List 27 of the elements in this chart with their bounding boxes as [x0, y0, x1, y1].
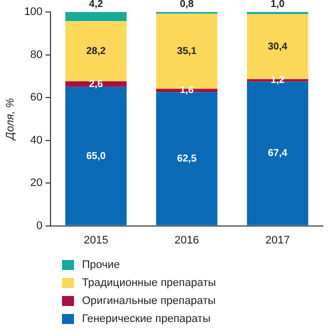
legend-label: Оригинальные препараты [82, 295, 216, 307]
bar [65, 86, 127, 226]
data-label: 67,4 [268, 148, 288, 160]
legend-label: Традиционные препараты [82, 277, 216, 289]
bar [65, 20, 127, 82]
legend-label: Генерические препараты [82, 313, 210, 325]
y-tick-label: 0 [36, 220, 43, 232]
y-tick-label: 20 [30, 177, 43, 190]
y-axis-title: Доля, % [4, 98, 17, 142]
data-label: 30,4 [268, 41, 288, 52]
data-label: 4,2 [89, 0, 104, 10]
y-tick-label: 60 [30, 92, 43, 104]
data-label: 1,0 [270, 0, 285, 10]
y-tick-label: 40 [30, 134, 43, 146]
data-label: 62,5 [177, 153, 197, 164]
data-label: 65,0 [86, 150, 106, 162]
data-label: 28,2 [86, 46, 106, 57]
data-label: 35,1 [177, 46, 197, 57]
legend-label: Прочие [82, 259, 120, 271]
data-label: 2,6 [89, 78, 104, 90]
bar [65, 12, 127, 21]
data-label: 0,8 [180, 0, 194, 10]
x-tick-label: 2016 [174, 234, 200, 246]
y-tick-label: 100 [24, 6, 43, 18]
x-tick-label: 2015 [84, 234, 108, 246]
x-tick-label: 2017 [265, 234, 290, 246]
y-tick-label: 80 [30, 48, 43, 61]
